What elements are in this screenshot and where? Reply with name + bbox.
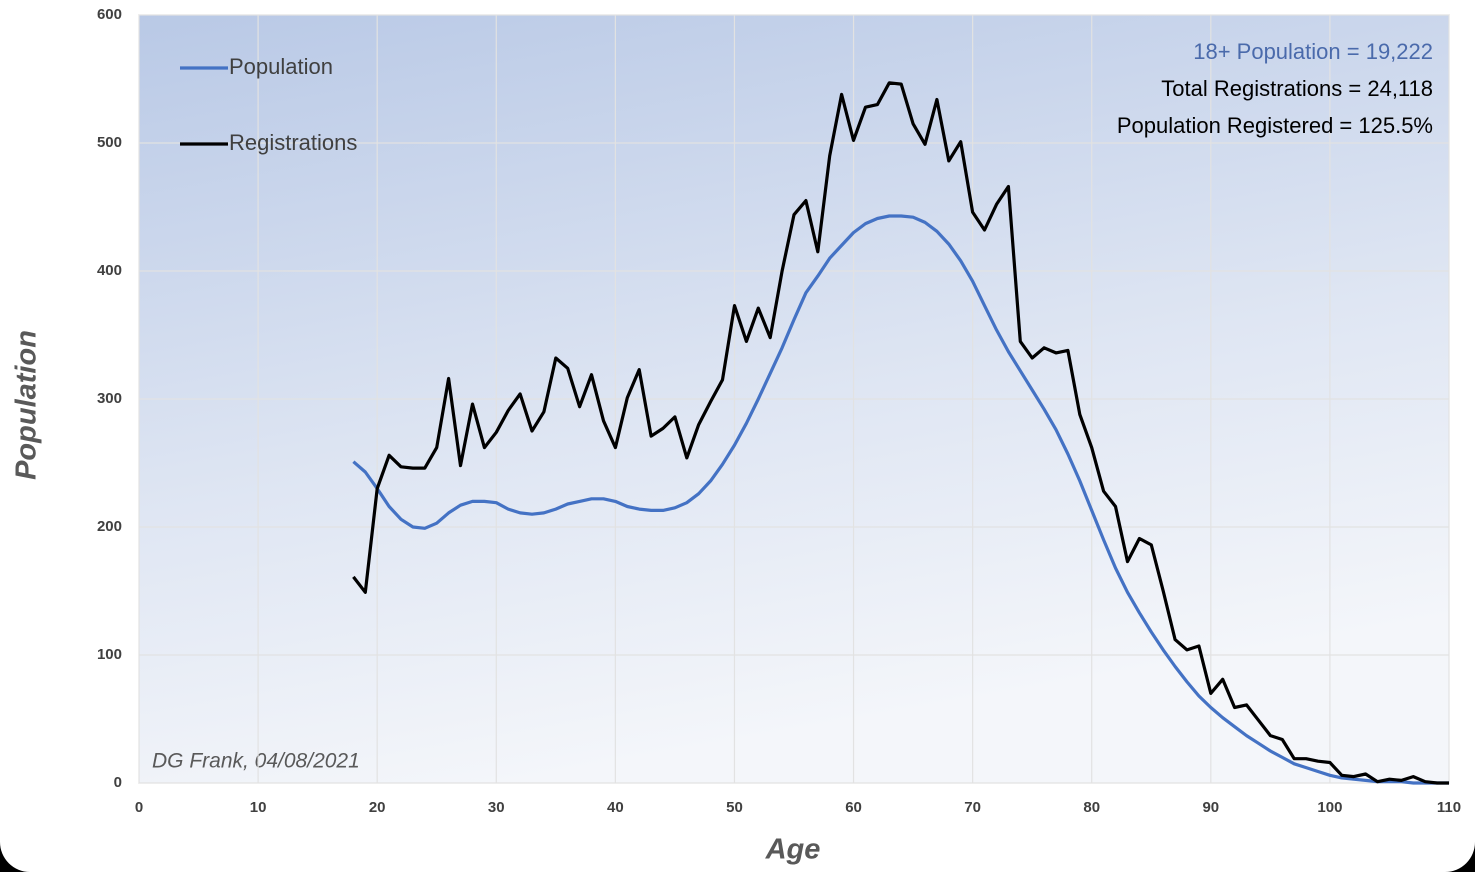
credit: DG Frank, 04/08/2021 [152,750,360,773]
y-axis-title: Population [11,330,43,480]
y-tick-label: 100 [97,646,122,663]
x-tick-label: 40 [607,799,624,816]
annotation: Total Registrations = 24,118 [1161,76,1433,101]
y-tick-label: 400 [97,262,122,279]
x-tick-label: 30 [488,799,505,816]
y-tick-label: 0 [114,774,122,791]
x-tick-label: 70 [964,799,981,816]
x-tick-label: 110 [1437,799,1461,816]
annotation: Population Registered = 125.5% [1117,113,1433,138]
x-tick-label: 10 [250,799,267,816]
legend-label: Registrations [229,130,357,155]
legend-label: Population [229,54,333,79]
x-tick-label: 80 [1083,799,1100,816]
annotation: 18+ Population = 19,222 [1193,39,1433,64]
x-axis-title: Age [765,834,821,866]
x-tick-label: 50 [726,799,743,816]
y-tick-label: 500 [97,134,122,151]
series-line [352,214,1449,785]
y-tick-label: 600 [97,6,122,23]
x-tick-label: 20 [369,799,386,816]
y-tick-label: 200 [97,518,122,535]
x-tick-label: 100 [1317,799,1342,816]
x-tick-label: 0 [135,799,143,816]
series-line [352,81,1449,785]
x-tick-label: 60 [845,799,862,816]
x-tick-label: 90 [1202,799,1219,816]
y-tick-label: 300 [97,390,122,407]
